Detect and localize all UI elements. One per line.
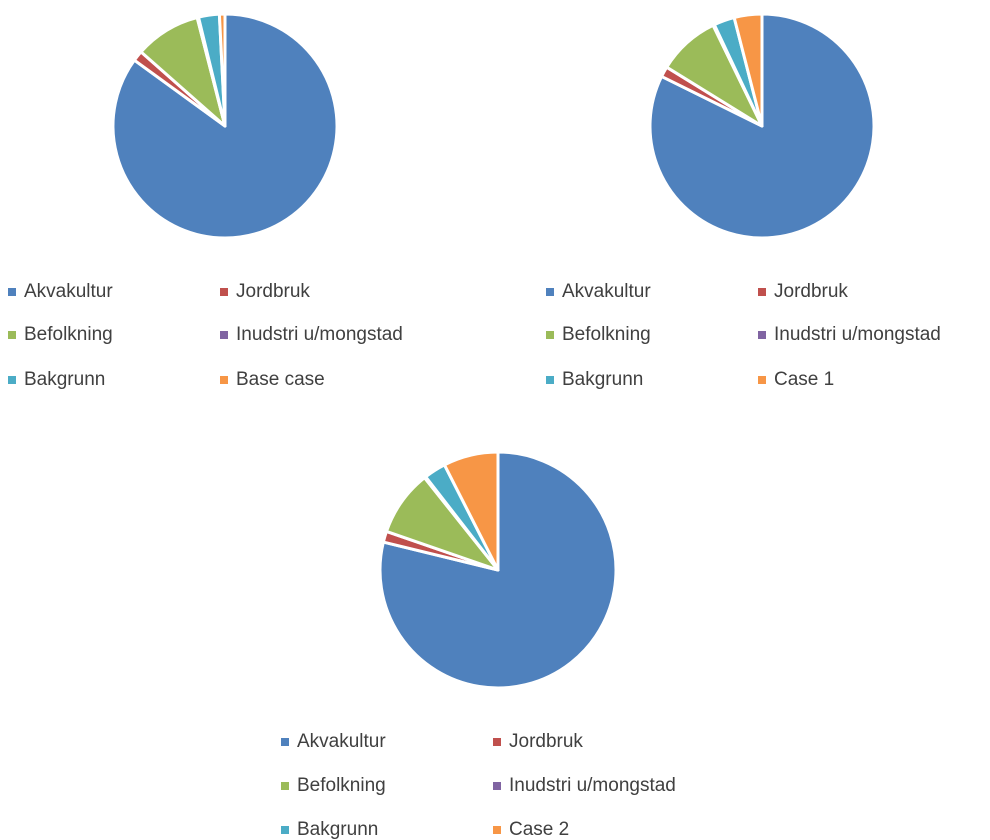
- legend-label: Akvakultur: [297, 731, 386, 752]
- legend-label: Bakgrunn: [562, 369, 643, 390]
- legend-label: Befolkning: [297, 775, 386, 796]
- legend-swatch: [546, 331, 554, 339]
- legend-label: Akvakultur: [562, 281, 651, 302]
- legend-label: Bakgrunn: [24, 369, 105, 390]
- legend-label: Bakgrunn: [297, 819, 378, 840]
- legend-swatch: [8, 288, 16, 296]
- legend-swatch: [8, 376, 16, 384]
- legend-label: Jordbruk: [774, 281, 848, 302]
- legend-swatch: [493, 782, 501, 790]
- legend-swatch: [281, 738, 289, 746]
- legend-swatch: [220, 376, 228, 384]
- pie-slice: [442, 450, 500, 572]
- legend-swatch: [758, 331, 766, 339]
- legend-swatch: [546, 376, 554, 384]
- legend-swatch: [493, 826, 501, 834]
- legend-label: Inudstri u/mongstad: [774, 324, 941, 345]
- legend-swatch: [493, 738, 501, 746]
- legend-label: Case 2: [509, 819, 569, 840]
- legend-swatch: [8, 331, 16, 339]
- legend-swatch: [281, 782, 289, 790]
- legend-label: Akvakultur: [24, 281, 113, 302]
- legend-label: Inudstri u/mongstad: [509, 775, 676, 796]
- legend-swatch: [220, 331, 228, 339]
- legend-swatch: [758, 376, 766, 384]
- legend-swatch: [281, 826, 289, 834]
- legend-label: Jordbruk: [236, 281, 310, 302]
- legend-label: Inudstri u/mongstad: [236, 324, 403, 345]
- legend-label: Jordbruk: [509, 731, 583, 752]
- legend-label: Befolkning: [24, 324, 113, 345]
- legend-swatch: [758, 288, 766, 296]
- pie-slice: [732, 12, 764, 128]
- pie-slice: [217, 12, 227, 128]
- legend-label: Base case: [236, 369, 325, 390]
- legend-label: Case 1: [774, 369, 834, 390]
- pie-slice: [378, 450, 618, 690]
- legend-swatch: [220, 288, 228, 296]
- legend-label: Befolkning: [562, 324, 651, 345]
- legend-swatch: [546, 288, 554, 296]
